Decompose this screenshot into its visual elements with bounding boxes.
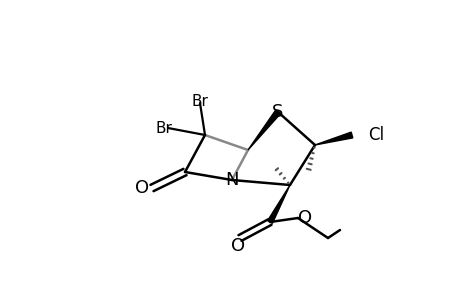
Text: Br: Br <box>155 121 172 136</box>
Text: Br: Br <box>191 94 208 109</box>
Text: S: S <box>272 103 283 121</box>
Text: O: O <box>297 209 311 227</box>
Text: N: N <box>225 171 238 189</box>
Polygon shape <box>247 110 280 150</box>
Polygon shape <box>267 185 289 223</box>
Text: O: O <box>134 179 149 197</box>
Text: O: O <box>230 237 245 255</box>
Polygon shape <box>314 132 352 145</box>
Text: Cl: Cl <box>367 126 383 144</box>
